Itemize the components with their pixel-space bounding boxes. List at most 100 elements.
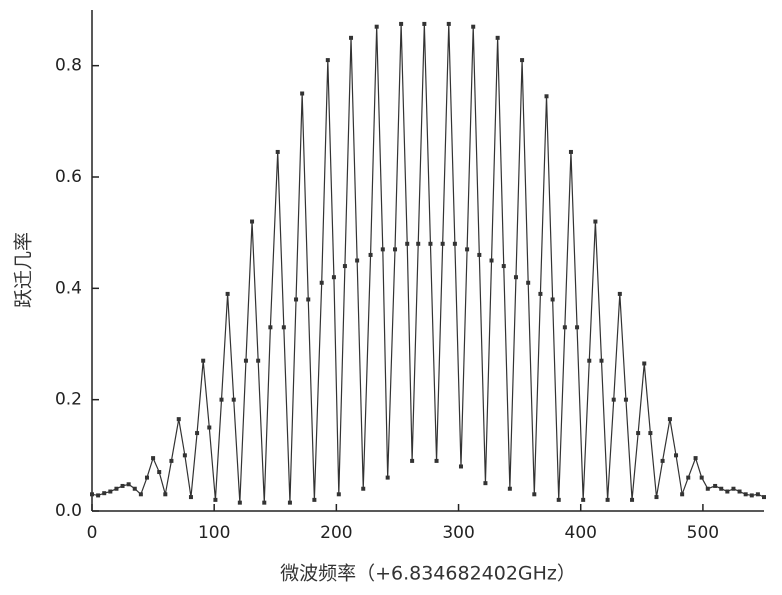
data-point — [489, 258, 494, 263]
data-point — [465, 247, 470, 252]
data-point — [713, 483, 718, 488]
data-point — [501, 264, 506, 269]
data-point — [262, 500, 267, 505]
data-point — [725, 489, 730, 494]
data-point — [605, 497, 610, 502]
data-point — [495, 35, 500, 40]
data-point — [568, 149, 573, 154]
data-point — [520, 58, 525, 63]
data-point — [132, 486, 137, 491]
data-point — [336, 492, 341, 497]
data-point — [176, 417, 181, 422]
data-point — [434, 458, 439, 463]
data-point — [617, 291, 622, 296]
data-point — [207, 425, 212, 430]
x-tick-label: 400 — [565, 523, 597, 543]
data-point — [201, 358, 206, 363]
data-point — [169, 458, 174, 463]
x-tick-label: 100 — [198, 523, 230, 543]
data-point — [287, 500, 292, 505]
data-point — [458, 464, 463, 469]
data-point — [667, 417, 672, 422]
data-point — [96, 493, 101, 498]
data-point — [250, 219, 255, 224]
data-point — [660, 458, 665, 463]
data-point — [306, 297, 311, 302]
data-point — [108, 489, 113, 494]
data-line — [91, 23, 765, 503]
data-point — [630, 497, 635, 502]
y-tick-label: 0.0 — [55, 501, 82, 521]
data-point — [102, 491, 107, 496]
data-point — [325, 58, 330, 63]
data-point — [743, 492, 748, 497]
data-point — [513, 275, 518, 280]
y-tick-label: 0.4 — [55, 278, 82, 298]
data-point — [731, 486, 736, 491]
data-point — [611, 397, 616, 402]
data-point — [737, 489, 742, 494]
data-point — [312, 497, 317, 502]
data-point — [648, 431, 653, 436]
data-point — [674, 453, 679, 458]
data-point — [446, 21, 451, 26]
data-point — [686, 475, 691, 480]
data-point — [182, 453, 187, 458]
x-axis-title: 微波频率（+6.834682402GHz） — [280, 563, 576, 585]
data-point — [532, 492, 537, 497]
data-point — [699, 475, 704, 480]
data-point — [120, 483, 125, 488]
data-point — [144, 475, 149, 480]
data-point — [374, 24, 379, 29]
data-point — [483, 481, 488, 486]
data-point — [349, 35, 354, 40]
data-point — [393, 247, 398, 252]
data-point — [231, 397, 236, 402]
data-point — [507, 486, 512, 491]
x-tick-label: 200 — [320, 523, 352, 543]
data-point — [319, 280, 324, 285]
data-point — [399, 21, 404, 26]
data-point — [693, 456, 698, 461]
data-point — [151, 456, 156, 461]
data-point — [225, 291, 230, 296]
data-point — [188, 495, 193, 500]
data-point — [157, 470, 162, 475]
data-point — [331, 275, 336, 280]
data-point — [452, 241, 457, 246]
data-point — [195, 431, 200, 436]
data-point — [762, 495, 766, 500]
data-point — [361, 486, 366, 491]
data-point — [556, 497, 561, 502]
data-point — [705, 486, 710, 491]
data-point — [642, 361, 647, 366]
y-axis-title: 跃迁几率 — [13, 232, 35, 308]
data-point — [581, 497, 586, 502]
y-tick-label: 0.6 — [55, 167, 82, 187]
data-point — [422, 21, 427, 26]
data-point — [538, 291, 543, 296]
data-point — [550, 297, 555, 302]
data-point — [114, 486, 119, 491]
data-point — [385, 475, 390, 480]
data-point — [440, 241, 445, 246]
data-point — [300, 91, 305, 96]
data-point — [163, 492, 168, 497]
data-point — [237, 500, 242, 505]
data-point — [471, 24, 476, 29]
data-point — [749, 493, 754, 498]
data-point — [587, 358, 592, 363]
data-point — [126, 482, 131, 487]
data-point — [623, 397, 628, 402]
data-point — [294, 297, 299, 302]
data-point — [636, 431, 641, 436]
data-point — [599, 358, 604, 363]
data-point — [355, 258, 360, 263]
data-point — [428, 241, 433, 246]
x-tick-label: 0 — [87, 523, 98, 543]
x-tick-label: 300 — [442, 523, 474, 543]
y-tick-label: 0.8 — [55, 56, 82, 76]
data-point — [593, 219, 598, 224]
data-point — [138, 492, 143, 497]
